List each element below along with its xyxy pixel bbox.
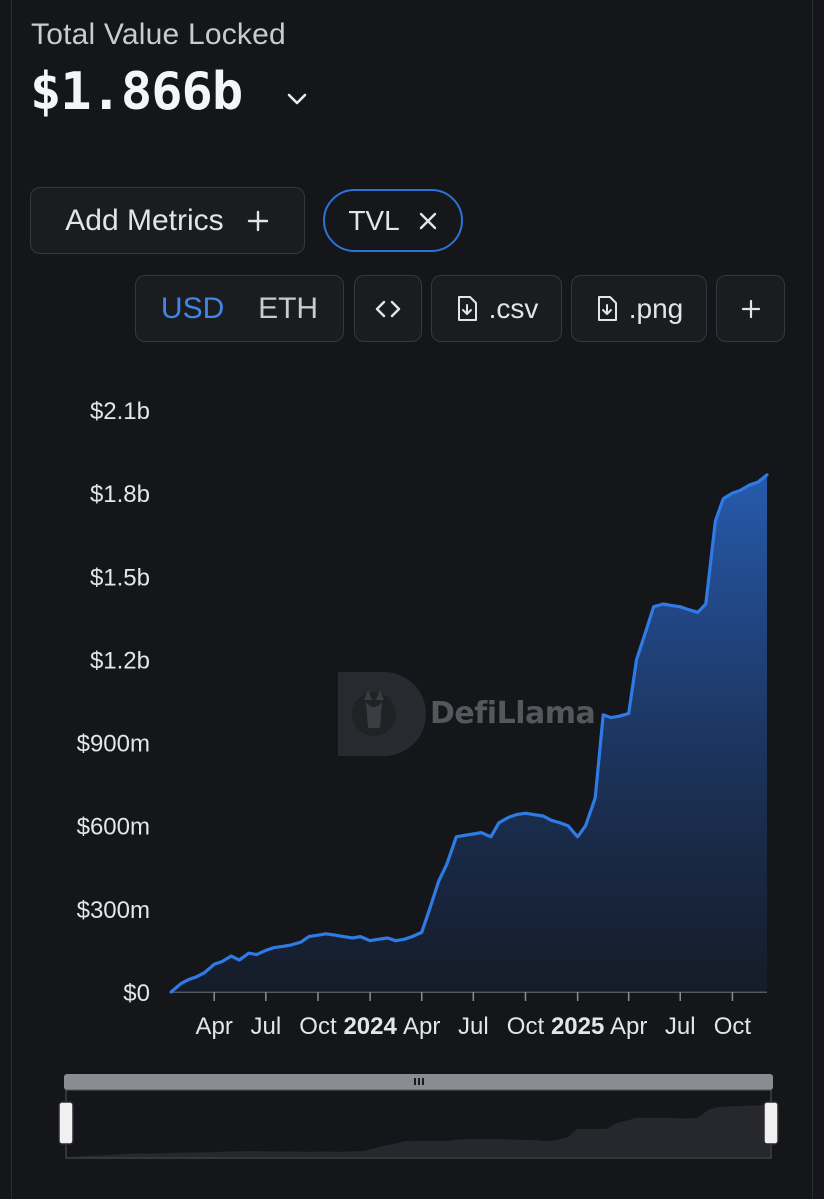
download-csv-button[interactable]: .csv [431, 275, 562, 342]
add-metrics-button[interactable]: Add Metrics [30, 187, 305, 254]
x-axis: Apr Jul Oct 2024 Apr Jul Oct 2025 Apr Jul Oct [170, 991, 767, 1040]
download-png-button[interactable]: .png [571, 275, 707, 342]
slider-handle-right[interactable] [763, 1101, 779, 1145]
y-tick-label: $2.1b [90, 398, 150, 425]
y-tick-label: $600m [77, 814, 150, 841]
x-tick-label: Oct [299, 1013, 337, 1040]
more-options-button[interactable] [716, 275, 785, 342]
x-tick-label: 2025 [551, 1013, 604, 1040]
slider-preview-area [67, 1104, 770, 1157]
currency-option-eth[interactable]: ETH [258, 291, 319, 325]
code-icon [375, 300, 401, 317]
add-metrics-label: Add Metrics [65, 203, 224, 237]
left-border [11, 0, 12, 1199]
tvl-value[interactable]: $1.866b [30, 62, 243, 122]
plus-icon [247, 210, 268, 231]
x-tick-label: Oct [507, 1013, 545, 1040]
close-icon[interactable] [418, 211, 438, 231]
x-tick-label: Apr [403, 1013, 440, 1040]
y-tick-label: $300m [77, 897, 150, 924]
slider-handle-left[interactable] [58, 1101, 74, 1145]
currency-option-usd[interactable]: USD [160, 291, 225, 325]
embed-code-button[interactable] [354, 275, 422, 342]
tvl-metric-pill[interactable]: TVL [323, 189, 463, 252]
tvl-area [171, 474, 768, 992]
watermark-text: DefiLlama [430, 696, 596, 731]
y-tick-label: $0 [123, 980, 150, 1007]
tvl-series-line[interactable] [169, 473, 769, 994]
currency-toggle[interactable]: USD ETH [135, 275, 344, 342]
tvl-chart[interactable]: $0 $300m $600m $900m $1.2b $1.5b $1.8b $2.1b Ap… [0, 360, 824, 1060]
y-tick-label: $1.8b [90, 481, 150, 508]
png-label: .png [628, 292, 684, 324]
x-tick-label: 2024 [343, 1013, 397, 1040]
x-tick-label: Jul [250, 1013, 281, 1040]
download-file-icon [457, 295, 477, 321]
y-tick-label: $900m [77, 731, 150, 758]
range-slider[interactable] [56, 1072, 786, 1164]
defillama-logo-watermark [338, 672, 426, 756]
csv-label: .csv [488, 292, 539, 324]
tvl-label: Total Value Locked [31, 18, 286, 51]
y-tick-label: $1.5b [90, 564, 150, 591]
y-tick-label: $1.2b [90, 647, 150, 674]
right-border [812, 0, 813, 1199]
x-tick-label: Apr [196, 1013, 233, 1040]
x-tick-label: Jul [665, 1013, 696, 1040]
y-axis: $0 $300m $600m $900m $1.2b $1.5b $1.8b $2.1b [77, 398, 150, 1007]
download-file-icon [597, 295, 617, 321]
slider-grip-icon[interactable] [414, 1078, 424, 1085]
plus-icon [741, 299, 760, 318]
chevron-down-icon[interactable] [284, 86, 310, 112]
x-tick-label: Apr [610, 1013, 647, 1040]
x-tick-label: Jul [458, 1013, 489, 1040]
x-tick-label: Oct [714, 1013, 752, 1040]
tvl-pill-label: TVL [348, 204, 400, 236]
